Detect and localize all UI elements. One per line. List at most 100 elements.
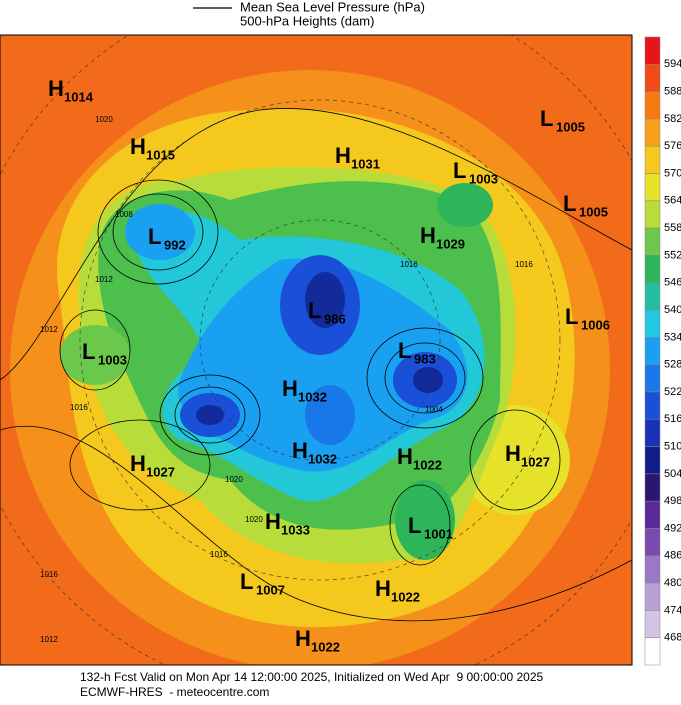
colorbar-cell <box>644 446 661 475</box>
center-pressure: 1005 <box>579 204 608 219</box>
colorbar-cell <box>644 200 661 229</box>
colorbar-label: 594 <box>664 58 681 70</box>
colorbar-cell <box>644 364 661 393</box>
center-letter: H <box>505 441 521 466</box>
colorbar-label: 480 <box>664 577 681 589</box>
footer-text: ECMWF-HRES - meteocentre.com <box>80 685 269 699</box>
colorbar-label: 588 <box>664 86 681 98</box>
center-letter: H <box>265 509 281 534</box>
center-letter: H <box>130 451 146 476</box>
colorbar-cell <box>644 337 661 365</box>
center-letter: H <box>282 376 298 401</box>
isobar-label: 1020 <box>95 115 113 124</box>
isobar-label: 1016 <box>210 550 228 559</box>
colorbar-cell <box>644 582 661 611</box>
colorbar-label: 540 <box>664 304 681 316</box>
center-pressure: 1014 <box>64 89 94 104</box>
center-letter: L <box>540 106 553 131</box>
center-pressure: 1007 <box>256 582 285 597</box>
center-pressure: 1001 <box>424 526 453 541</box>
colorbar-cell <box>644 309 661 338</box>
center-pressure: 992 <box>164 237 186 252</box>
isobar-label: 1008 <box>115 210 133 219</box>
colorbar-cell <box>644 282 661 311</box>
colorbar-label: 570 <box>664 167 681 179</box>
center-pressure: 1027 <box>521 454 550 469</box>
center-letter: H <box>130 134 146 159</box>
center-letter: L <box>148 224 161 249</box>
isobar-label: 1012 <box>40 325 58 334</box>
center-pressure: 1003 <box>98 352 127 367</box>
center-letter: H <box>48 76 64 101</box>
isobar-label: 1004 <box>425 405 443 414</box>
colorbar-label: 522 <box>664 386 681 398</box>
isobar-label: 1016 <box>70 403 88 412</box>
colorbar-label: 564 <box>664 195 681 207</box>
colorbar-label: 552 <box>664 249 681 261</box>
colorbar-label: 558 <box>664 222 681 234</box>
center-pressure: 1027 <box>146 464 175 479</box>
center-letter: L <box>398 338 411 363</box>
center-pressure: 983 <box>414 351 436 366</box>
isobar-label: 1016 <box>515 260 533 269</box>
colorbar-cell <box>644 528 661 557</box>
center-pressure: 1032 <box>298 389 327 404</box>
isobar-label: 1016 <box>400 260 418 269</box>
colorbar-label: 582 <box>664 113 681 125</box>
colorbar-cell <box>644 391 661 420</box>
colorbar-cell <box>644 555 661 584</box>
colorbar-cell <box>644 91 661 120</box>
colorbar-label: 492 <box>664 522 681 534</box>
colorbar-cell <box>644 64 661 92</box>
center-pressure: 1032 <box>308 451 337 466</box>
center-pressure: 1006 <box>581 317 610 332</box>
legend-text: 500-hPa Heights (dam) <box>240 13 374 28</box>
center-letter: L <box>563 191 576 216</box>
center-letter: H <box>295 626 311 651</box>
center-letter: L <box>565 304 578 329</box>
colorbar-cell <box>644 637 661 666</box>
footer-text: 132-h Fcst Valid on Mon Apr 14 12:00:00 … <box>80 670 544 684</box>
colorbar-cell <box>644 419 661 447</box>
isobar-label: 1012 <box>95 275 113 284</box>
center-letter: H <box>375 576 391 601</box>
center-letter: L <box>308 298 321 323</box>
colorbar-label: 546 <box>664 277 681 289</box>
center-letter: L <box>240 569 253 594</box>
center-pressure: 1029 <box>436 236 465 251</box>
center-letter: L <box>453 158 466 183</box>
center-letter: H <box>420 223 436 248</box>
colorbar-cell <box>644 36 661 65</box>
isobar-label: 1020 <box>245 515 263 524</box>
colorbar-cell <box>644 500 661 529</box>
colorbar-label: 474 <box>664 604 681 616</box>
center-pressure: 1033 <box>281 522 310 537</box>
colorbar-label: 486 <box>664 550 681 562</box>
isobar-label: 1020 <box>225 475 243 484</box>
center-pressure: 1015 <box>146 147 175 162</box>
center-letter: H <box>335 143 351 168</box>
colorbar-label: 528 <box>664 359 681 371</box>
center-letter: L <box>82 339 95 364</box>
center-pressure: 1031 <box>351 156 380 171</box>
colorbar-cell <box>644 227 661 256</box>
colorbar-label: 516 <box>664 413 681 425</box>
center-letter: L <box>408 513 421 538</box>
center-pressure: 1022 <box>311 639 340 654</box>
colorbar-label: 510 <box>664 440 681 452</box>
colorbar-label: 504 <box>664 468 681 480</box>
center-pressure: 1003 <box>469 171 498 186</box>
isobar-label: 1012 <box>40 635 58 644</box>
center-pressure: 986 <box>324 311 346 326</box>
center-letter: H <box>397 444 413 469</box>
center-pressure: 1005 <box>556 119 585 134</box>
center-pressure: 1022 <box>391 589 420 604</box>
colorbar-cell <box>644 610 661 638</box>
colorbar-label: 534 <box>664 331 681 343</box>
map-frame <box>0 34 633 666</box>
colorbar-cell <box>644 473 661 502</box>
colorbar-cell <box>644 255 661 283</box>
center-pressure: 1022 <box>413 457 442 472</box>
